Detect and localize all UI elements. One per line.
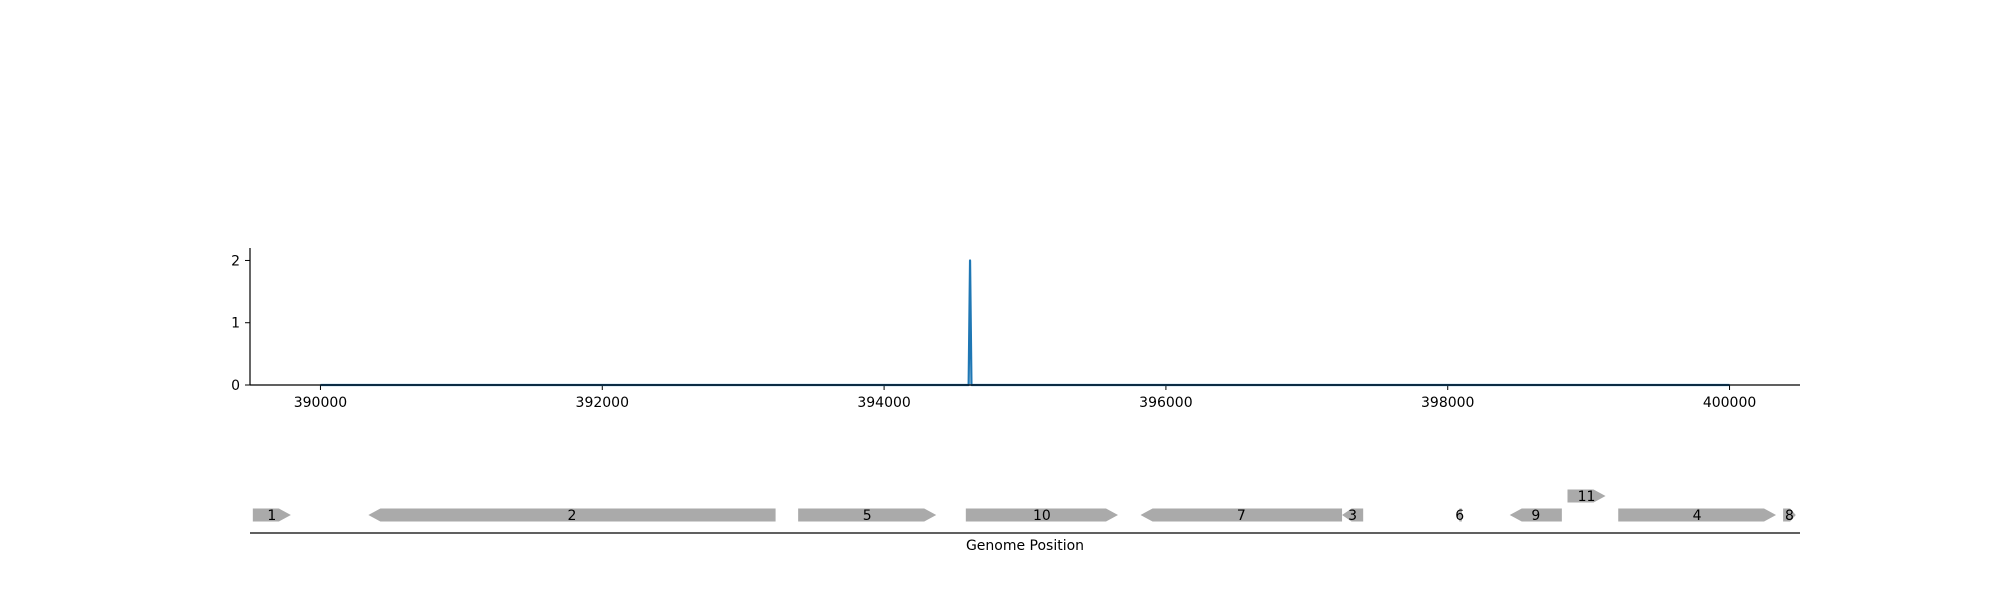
coverage-ticks: 390000 392000 394000 396000 398000 400000 0 1 2 — [231, 253, 1756, 411]
coverage-plot: 390000 392000 394000 396000 398000 400000 0 1 2 — [231, 248, 1800, 411]
x-tick-label: 400000 — [1703, 395, 1756, 411]
gene-label-8: 8 — [1785, 508, 1794, 524]
gene-arrow-1 — [252, 508, 291, 522]
gene-arrow-8 — [1783, 508, 1796, 522]
gene-arrow-6 — [1457, 508, 1462, 522]
gene-arrow-3 — [1342, 508, 1364, 522]
y-tick-label: 1 — [231, 316, 240, 332]
gene-arrow-4 — [1618, 508, 1777, 522]
y-tick-label: 2 — [231, 253, 240, 269]
gene-label-9: 9 — [1531, 508, 1540, 524]
x-tick-label: 392000 — [576, 395, 629, 411]
gene-label-3: 3 — [1348, 508, 1357, 524]
gene-arrow-11 — [1567, 489, 1606, 503]
x-tick-label: 394000 — [857, 395, 910, 411]
gene-arrow-10 — [965, 508, 1118, 522]
x-tick-label: 396000 — [1139, 395, 1192, 411]
gene-map: 1 2 5 10 7 3 6 9 11 4 8 Genome Position — [250, 489, 1800, 554]
gene-map-x-axis-label: Genome Position — [966, 538, 1084, 554]
gene-label-7: 7 — [1237, 508, 1246, 524]
x-tick-label: 398000 — [1421, 395, 1474, 411]
gene-label-4: 4 — [1693, 508, 1702, 524]
coverage-line — [320, 259, 1730, 387]
y-tick-label: 0 — [231, 378, 240, 394]
coverage-series — [320, 259, 1730, 387]
gene-label-10: 10 — [1033, 508, 1051, 524]
gene-label-2: 2 — [568, 508, 577, 524]
gene-label-1: 1 — [267, 508, 276, 524]
x-tick-label: 390000 — [294, 395, 347, 411]
gene-arrow-7 — [1140, 508, 1343, 522]
gene-arrow-2 — [368, 508, 776, 522]
gene-label-5: 5 — [863, 508, 872, 524]
gene-arrows: 1 2 5 10 7 3 6 9 11 4 8 — [252, 489, 1796, 524]
gene-arrow-9 — [1509, 508, 1562, 522]
gene-arrow-5 — [798, 508, 937, 522]
gene-label-6: 6 — [1455, 508, 1464, 524]
gene-label-11: 11 — [1578, 489, 1596, 505]
